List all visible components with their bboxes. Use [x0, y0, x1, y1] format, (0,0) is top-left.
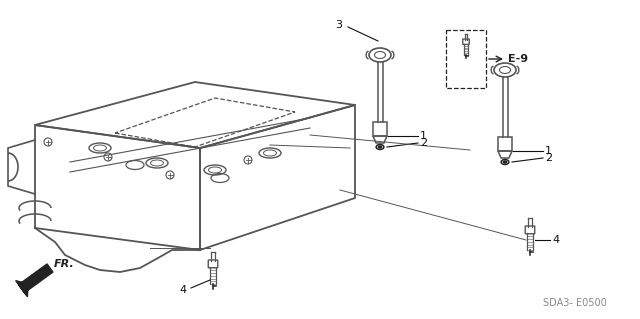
Text: 3: 3 — [335, 20, 342, 30]
Text: 4: 4 — [180, 285, 187, 295]
Text: 2: 2 — [545, 153, 552, 163]
Text: 1: 1 — [420, 131, 427, 141]
Ellipse shape — [503, 161, 507, 163]
Ellipse shape — [378, 146, 381, 148]
Polygon shape — [15, 264, 53, 297]
Text: 1: 1 — [545, 146, 552, 156]
Bar — [498, 137, 512, 151]
Text: 2: 2 — [420, 138, 427, 148]
Text: SDA3- E0500: SDA3- E0500 — [543, 298, 607, 308]
Text: 4: 4 — [552, 235, 559, 245]
Text: E-9: E-9 — [508, 54, 528, 64]
Bar — [373, 122, 387, 136]
Text: FR.: FR. — [54, 259, 75, 269]
